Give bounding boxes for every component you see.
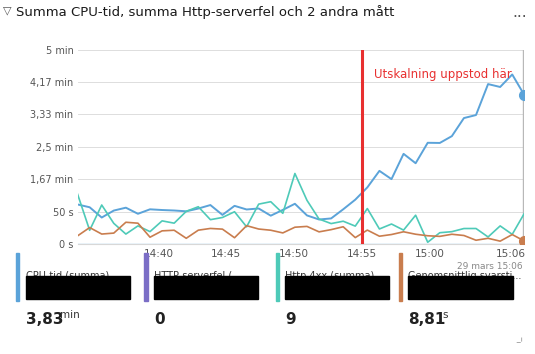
Text: ▽: ▽ — [3, 5, 11, 15]
Text: ⌏: ⌏ — [516, 335, 527, 349]
Text: ...: ... — [513, 5, 527, 20]
Text: 3,83: 3,83 — [26, 312, 63, 326]
Text: 0: 0 — [154, 312, 165, 326]
Text: Genomsnittlig svarsti...: Genomsnittlig svarsti... — [408, 271, 522, 281]
Text: Http 4xx (summa): Http 4xx (summa) — [285, 271, 374, 281]
Text: s: s — [442, 310, 448, 320]
Text: Utskalning uppstod här: Utskalning uppstod här — [374, 68, 511, 81]
Text: HTTP-serverfel (...: HTTP-serverfel (... — [154, 271, 241, 281]
Text: CPU-tid (summa): CPU-tid (summa) — [26, 271, 109, 281]
Text: Summa CPU-tid, summa Http-serverfel och 2 andra mått: Summa CPU-tid, summa Http-serverfel och … — [16, 5, 394, 19]
Text: min: min — [60, 310, 80, 320]
Text: 29 mars 15:06: 29 mars 15:06 — [457, 262, 523, 272]
Text: 9: 9 — [285, 312, 296, 326]
Text: 8,81: 8,81 — [408, 312, 446, 326]
